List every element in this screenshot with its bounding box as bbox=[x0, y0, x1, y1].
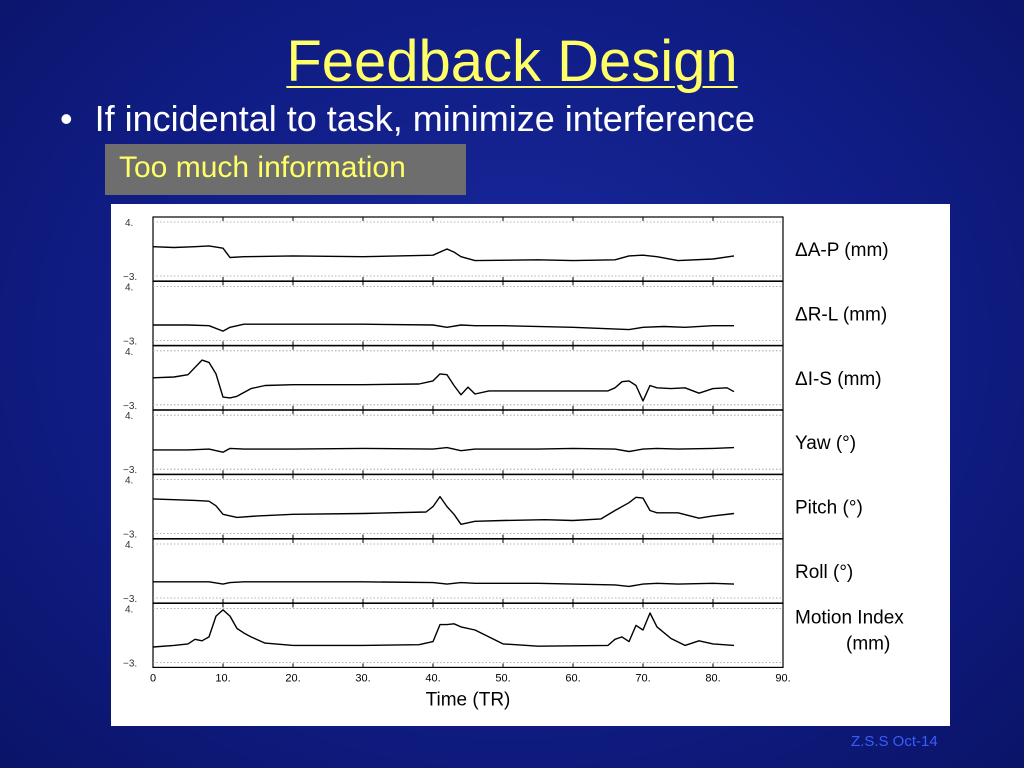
series-line bbox=[153, 446, 735, 453]
bullet-text: If incidental to task, minimize interfer… bbox=[94, 98, 755, 139]
x-tick-label: 0 bbox=[150, 672, 156, 684]
y-tick-label-top: 4. bbox=[125, 218, 133, 229]
panel-frame bbox=[152, 602, 784, 668]
x-tick-label: 60. bbox=[565, 672, 580, 684]
x-tick-label: 70. bbox=[635, 672, 650, 684]
y-tick-label-bottom: −3. bbox=[123, 658, 137, 669]
panel-label: Yaw (°) bbox=[795, 433, 856, 454]
x-tick-label: 80. bbox=[705, 672, 720, 684]
callout-text: Too much information bbox=[119, 151, 406, 184]
series-line bbox=[153, 581, 735, 588]
series-line bbox=[152, 495, 735, 525]
y-tick-label-top: 4. bbox=[125, 540, 133, 551]
bullet-marker: • bbox=[60, 98, 73, 139]
panel-frame bbox=[152, 345, 784, 411]
panel-frame bbox=[152, 280, 784, 347]
callout-box: Too much information bbox=[105, 144, 466, 195]
y-tick-label-bottom: −3. bbox=[123, 272, 137, 283]
panel-label: Roll (°) bbox=[795, 562, 853, 583]
panel-frame bbox=[152, 474, 784, 540]
slide-title: Feedback Design bbox=[286, 29, 738, 94]
x-axis-label: Time (TR) bbox=[426, 689, 511, 710]
y-tick-label-bottom: −3. bbox=[123, 530, 137, 541]
series-line bbox=[152, 359, 735, 402]
footer-credit: Z.S.S Oct-14 bbox=[851, 733, 938, 750]
series-line bbox=[153, 323, 734, 332]
panel-frame bbox=[152, 409, 784, 475]
y-tick-label-top: 4. bbox=[125, 411, 133, 422]
panel-frame bbox=[152, 538, 784, 604]
y-tick-label-bottom: −3. bbox=[123, 336, 137, 347]
x-tick-label: 30. bbox=[355, 672, 370, 684]
series-line bbox=[152, 245, 735, 262]
x-tick-label: 20. bbox=[285, 672, 300, 684]
panel-label: ΔR-L (mm) bbox=[795, 304, 887, 325]
panel-label: (mm) bbox=[846, 633, 890, 654]
y-tick-label-top: 4. bbox=[125, 476, 133, 487]
y-tick-label-top: 4. bbox=[125, 604, 133, 615]
x-tick-label: 40. bbox=[425, 672, 440, 684]
y-tick-label-bottom: −3. bbox=[123, 401, 137, 412]
y-tick-label-top: 4. bbox=[125, 282, 133, 293]
y-tick-label-bottom: −3. bbox=[123, 594, 137, 605]
motion-chart: 4.−3.ΔA-P (mm)4.−3.ΔR-L (mm)4.−3.ΔI-S (m… bbox=[123, 216, 904, 710]
motion-chart-figure: 4. −3. ΔA-P (mm) 4. −3. ΔR-L (mm) 4. −3. ΔI-S (m… bbox=[111, 204, 950, 726]
panel-label: ΔA-P (mm) bbox=[795, 240, 889, 261]
x-tick-label: 50. bbox=[495, 672, 510, 684]
panel-label: Motion Index bbox=[795, 607, 904, 628]
panel-frame bbox=[152, 216, 784, 282]
y-tick-label-bottom: −3. bbox=[123, 465, 137, 476]
series-line bbox=[152, 609, 735, 648]
x-tick-label: 90. bbox=[775, 672, 790, 684]
bullet-point: • If incidental to task, minimize interf… bbox=[60, 98, 755, 140]
y-tick-label-top: 4. bbox=[125, 347, 133, 358]
panel-label: Pitch (°) bbox=[795, 498, 863, 519]
panel-label: ΔI-S (mm) bbox=[795, 369, 882, 390]
x-tick-label: 10. bbox=[215, 672, 230, 684]
